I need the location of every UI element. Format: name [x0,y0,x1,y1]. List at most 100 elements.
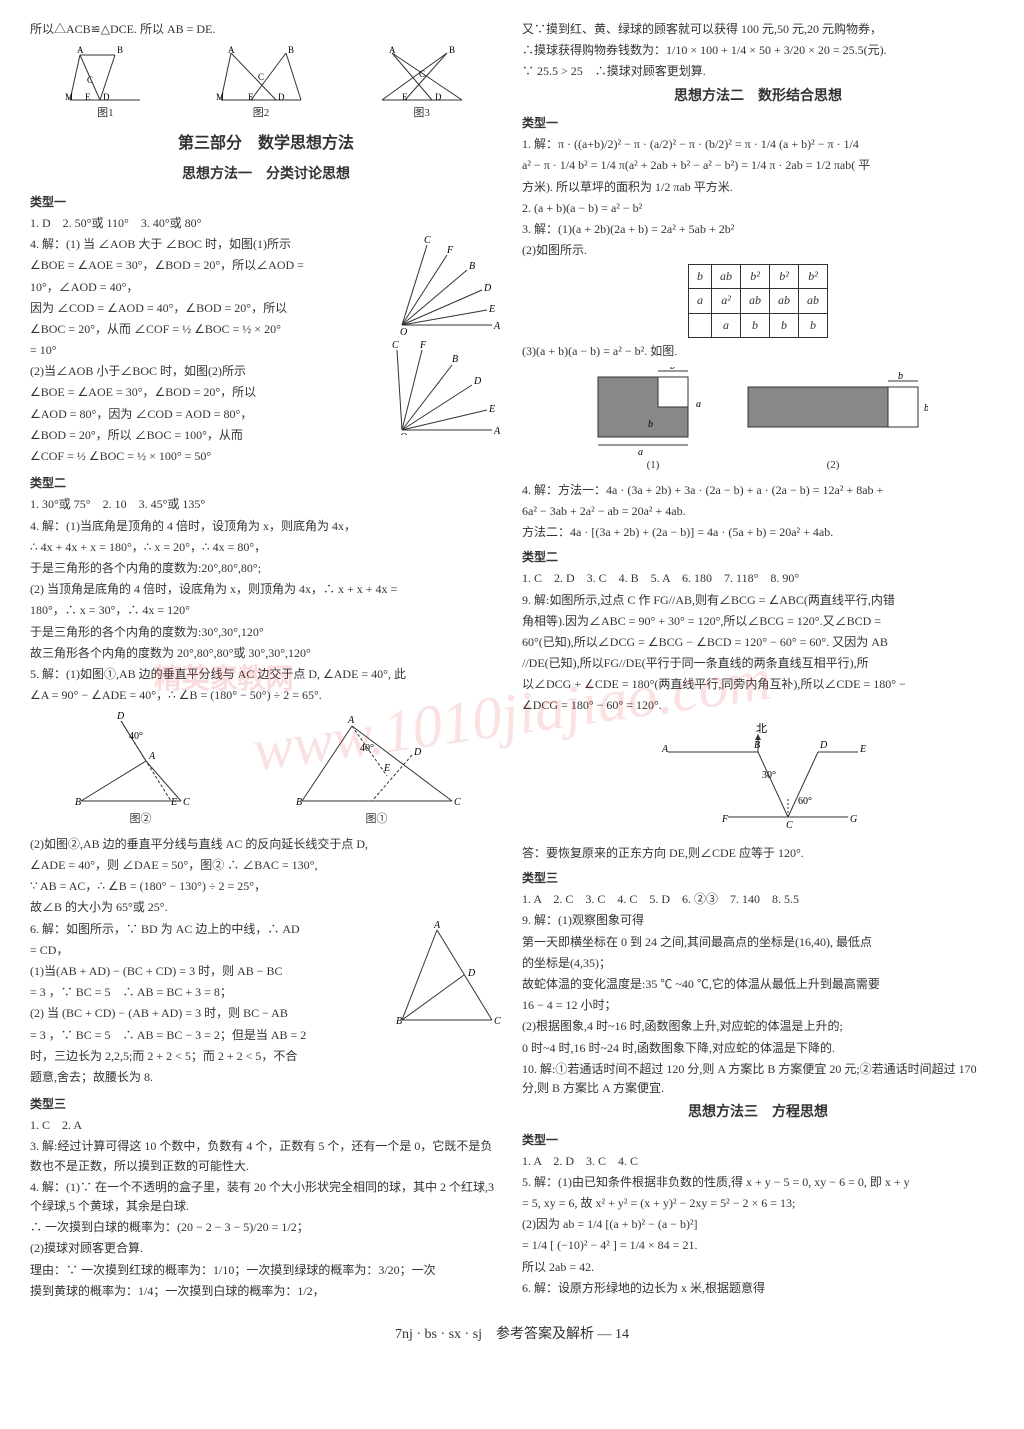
table-cell: b [770,313,799,337]
svg-text:A: A [433,920,441,931]
text-line: = 3 ，∵ BC = 5 ∴ AB = BC + 3 = 8； [30,983,386,1002]
svg-text:F: F [419,340,427,351]
svg-text:C: C [183,797,190,808]
text-line: 4. 解：(1) 当 ∠AOB 大于 ∠BOC 时，如图(1)所示 [30,235,386,254]
svg-text:M: M [216,92,224,102]
angle-figures: O A E D B F C O [392,235,502,468]
text-line: 6. 解：设原方形绿地的边长为 x 米,根据题意得 [522,1279,994,1298]
figure-3: AB C ED 图3 [377,45,467,123]
text-line: ∵ AB = AC，∴ ∠B = (180° − 130°) ÷ 2 = 25°… [30,877,502,896]
triangle-bd-figure: A D B C [392,920,502,1090]
fig-label: 图1 [97,107,114,119]
text-line: 1. C 2. A [30,1116,502,1135]
svg-text:G: G [850,814,857,825]
text-line: 180°，∴ x = 30°，∴ 4x = 120° [30,601,502,620]
method3-title: 思想方法三 方程思想 [522,1102,994,1124]
fig-label: (2) [827,459,840,471]
text-line: 5. 解：(1)如图①,AB 边的垂直平分线与 AC 边交于点 D, ∠ADE … [30,665,502,684]
text-line: = 1/4 [ (−10)² − 4² ] = 1/4 × 84 = 21. [522,1236,994,1255]
text-line: 2. (a + b)(a − b) = a² − b² [522,199,994,218]
table-cell: a [689,289,712,313]
table-cell: b [689,265,712,289]
text-line: (1)当(AB + AD) − (BC + CD) = 3 时，则 AB − B… [30,962,386,981]
table-cell: a² [712,289,741,313]
table-cell: ab [712,265,741,289]
figure-tri-2: D 40° A B C E 图② [71,711,211,829]
svg-text:C: C [258,72,264,82]
text-line: 3. 解：(1)(a + 2b)(2a + b) = 2a² + 5ab + 2… [522,220,994,239]
category-label: 类型一 [522,1131,994,1150]
svg-text:E: E [248,92,254,102]
text-line: 4. 解：(1)∵ 在一个不透明的盒子里，装有 20 个大小形状完全相同的球，其… [30,1178,502,1216]
table-cell: a [712,313,741,337]
text-line: ∠A = 90° − ∠ADE = 40°，∴ ∠B = (180° − 50°… [30,686,502,705]
page-footer: 7nj · bs · sx · sj 参考答案及解析 — 14 [30,1323,994,1343]
text-line: 9. 解：(1)观察图象可得 [522,911,994,930]
svg-text:A: A [493,426,501,435]
method1-title: 思想方法一 分类讨论思想 [30,164,502,186]
text-line: 以∠DCG + ∠CDE = 180°(两直线平行,同旁内角互补),所以∠CDE… [522,675,994,694]
svg-text:b: b [670,367,675,372]
text-line: 4. 解：(1)当底角是顶角的 4 倍时，设顶角为 x，则底角为 4x， [30,517,502,536]
figure-2: AB C MED 图2 [216,45,306,123]
text-line: 1. C 2. D 3. C 4. B 5. A 6. 180 7. 118° … [522,569,994,588]
svg-text:D: D [819,740,828,751]
svg-text:A: A [661,744,669,755]
method2-title: 思想方法二 数形结合思想 [522,86,994,108]
text-line: (2)因为 ab = 1/4 [(a + b)² − (a − b)²] [522,1215,994,1234]
text-line: 第一天即横坐标在 0 到 24 之间,其间最高点的坐标是(16,40), 最低点 [522,933,994,952]
svg-text:C: C [454,797,461,808]
svg-text:30°: 30° [762,770,776,781]
table-cell: ab [741,289,770,313]
svg-text:E: E [170,797,177,808]
text-line: 60°(已知),所以∠DCG = ∠BCG − ∠BCD = 120° − 60… [522,633,994,652]
category-label: 类型三 [30,1095,502,1114]
direction-figure: 北 A B D E F C G 30° 60° [522,722,994,838]
text-line: //DE(已知),所以FG//DE(平行于同一条直线的两条直线互相平行),所 [522,654,994,673]
svg-text:B: B [396,1016,402,1027]
category-label: 类型三 [522,869,994,888]
text-line: 又∵摸到红、黄、绿球的顾客就可以获得 100 元,50 元,20 元购物券， [522,20,994,39]
text-line: 摸到黄球的概率为：1/4；一次摸到白球的概率为：1/2， [30,1282,502,1301]
svg-text:D: D [278,92,285,102]
text-line: 所以△ACB≌△DCE. 所以 AB = DE. [30,20,502,39]
text-line: 理由：∵ 一次摸到红球的概率为：1/10；一次摸到绿球的概率为：3/20；一次 [30,1261,502,1280]
text-line: (2)根据图象,4 时~16 时,函数图象上升,对应蛇的体温是上升的; [522,1017,994,1036]
text-line: 6a² − 3ab + 2a² − ab = 20a² + 4ab. [522,502,994,521]
rect-figure-2: b b (2) [738,367,928,475]
svg-text:a: a [638,447,643,457]
text-line: ∴摸球获得购物券钱数为：1/10 × 100 + 1/4 × 50 + 3/20… [522,41,994,60]
svg-text:M: M [65,92,73,102]
svg-text:A: A [148,751,156,762]
text-line: 5. 解：(1)由已知条件根据非负数的性质,得 x + y − 5 = 0, x… [522,1173,994,1192]
svg-text:D: D [103,92,110,102]
text-line: 角相等).因为∠ABC = 90° + 30° = 120°,所以∠BCG = … [522,612,994,631]
svg-text:D: D [116,711,125,722]
figure-tri-1: A 40° E D B C 图① [292,711,462,829]
text-line: = 5, xy = 6, 故 x² + y² = (x + y)² − 2xy … [522,1194,994,1213]
svg-text:O: O [400,432,407,435]
table-cell: b [741,313,770,337]
svg-text:B: B [288,45,294,55]
svg-text:B: B [754,740,760,751]
svg-text:B: B [452,354,458,365]
svg-text:b: b [648,419,653,430]
text-line: 方米). 所以草坪的面积为 1/2 πab 平方米. [522,178,994,197]
svg-text:A: A [389,45,396,55]
text-line: (2) 当顶角是底角的 4 倍时，设底角为 x，则顶角为 4x，∴ x + x … [30,580,502,599]
fig-label: 图2 [253,107,270,119]
svg-text:E: E [488,404,495,415]
text-line: 故∠B 的大小为 65°或 25°. [30,898,502,917]
text-line: 0 时~4 时,16 时~24 时,函数图象下降,对应蛇的体温是下降的. [522,1039,994,1058]
right-column: 又∵摸到红、黄、绿球的顾客就可以获得 100 元,50 元,20 元购物券， ∴… [522,20,994,1303]
table-cell: ab [770,289,799,313]
text-line: = CD， [30,941,386,960]
table-cell: b [799,313,828,337]
svg-text:E: E [402,92,408,102]
svg-text:E: E [859,744,866,755]
table-cell: b² [741,265,770,289]
svg-text:40°: 40° [360,743,374,754]
svg-text:b: b [924,403,928,414]
text-line: 故三角形各个内角的度数为 20°,80°,80°或 30°,30°,120° [30,644,502,663]
rect-figure-1: a a b b (1) [588,367,718,475]
